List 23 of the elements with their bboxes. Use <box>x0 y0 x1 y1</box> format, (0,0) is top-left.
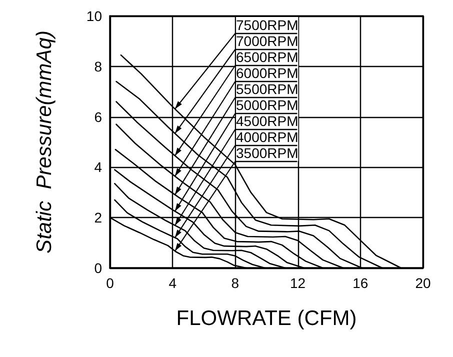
x-tick-label: 12 <box>290 275 306 291</box>
y-tick-label: 4 <box>94 159 102 176</box>
legend-label: 3500RPM <box>236 145 298 161</box>
text: 7500RPM <box>236 17 298 33</box>
legend-label: 5000RPM <box>236 97 298 113</box>
x-tick-label: 8 <box>231 275 240 291</box>
legend-label: 7000RPM <box>236 33 298 49</box>
legend-label: 6500RPM <box>236 49 298 65</box>
x-tick-label: 0 <box>106 275 114 291</box>
y-tick-label: 0 <box>94 260 102 276</box>
text: 6000RPM <box>236 65 298 81</box>
x-tick-label: 20 <box>415 275 431 291</box>
x-axis-title: FLOWRATE (CFM) <box>176 307 357 330</box>
x-tick-label: 16 <box>352 275 368 291</box>
legend-label: 4500RPM <box>236 113 298 129</box>
x-tick-label: 4 <box>168 275 177 291</box>
y-tick-label: 8 <box>94 58 102 74</box>
y-tick-label: 6 <box>94 108 102 125</box>
legend-label: 5500RPM <box>236 81 298 97</box>
y-tick-label: 10 <box>86 8 102 24</box>
y-axis-title: Static Pressure(mmAq) <box>33 30 56 254</box>
legend-label: 4000RPM <box>236 129 298 145</box>
y-tick-label: 2 <box>94 210 102 226</box>
